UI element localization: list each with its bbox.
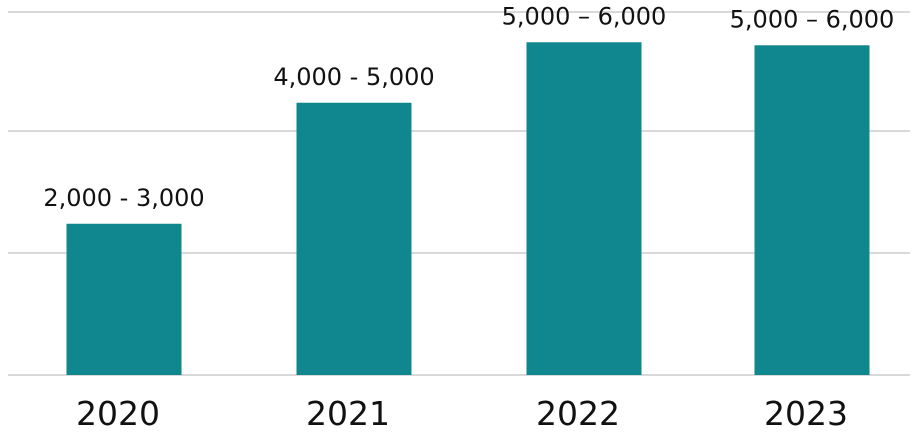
data-label-2021: 4,000 - 5,000 <box>273 63 434 91</box>
x-tick-label-2021: 2021 <box>306 394 390 433</box>
x-tick-label-2023: 2023 <box>764 394 848 433</box>
x-tick-label-2022: 2022 <box>536 394 620 433</box>
x-tick-label-2020: 2020 <box>76 394 160 433</box>
data-label-2022: 5,000 – 6,000 <box>502 2 667 30</box>
bar-2021 <box>296 102 412 375</box>
data-label-2020: 2,000 - 3,000 <box>43 184 204 212</box>
bar-2023 <box>754 45 870 376</box>
data-label-2023: 5,000 – 6,000 <box>730 5 895 33</box>
bar-2022 <box>526 42 642 375</box>
bar-2020 <box>66 223 182 375</box>
